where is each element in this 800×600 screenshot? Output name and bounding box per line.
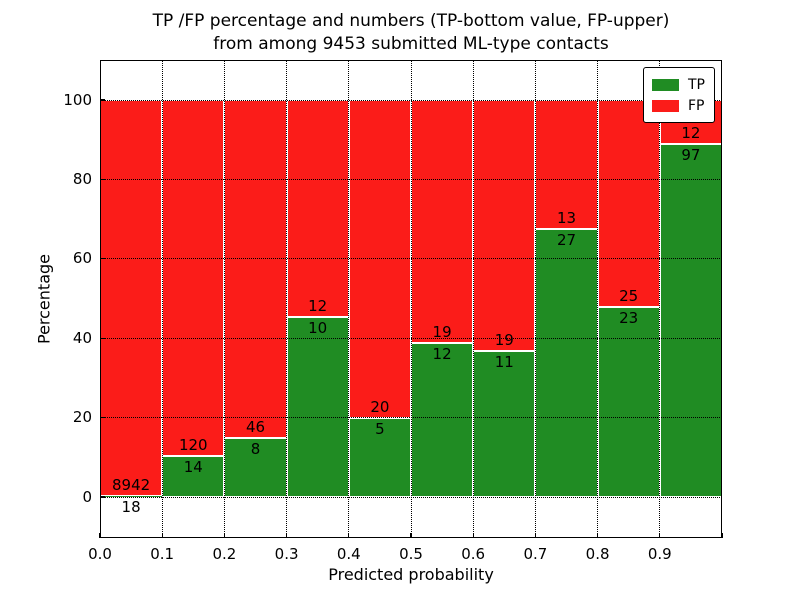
bar-segment-tp — [286, 316, 349, 497]
y-tick-label: 0 — [82, 487, 92, 506]
legend-label-fp: FP — [688, 97, 705, 114]
bar-segment-fp — [224, 100, 287, 439]
bar-segment-tp — [535, 229, 598, 497]
x-tick-label: 0.5 — [399, 545, 423, 563]
bar-segment-tp — [162, 455, 225, 497]
y-tick-label: 40 — [72, 328, 92, 347]
x-tick-mark — [659, 533, 661, 538]
gridline-vertical — [659, 60, 661, 538]
gridline-horizontal — [100, 417, 722, 419]
bar-segment-fp — [162, 100, 225, 456]
gridline-vertical — [223, 60, 225, 538]
x-tick-mark — [161, 533, 163, 538]
x-tick-label: 0.9 — [647, 545, 672, 563]
x-tick-label: 0.7 — [523, 545, 548, 563]
y-tick-mark — [100, 496, 105, 498]
bar-segment-tp — [224, 438, 287, 497]
gridline-horizontal — [100, 337, 722, 339]
x-tick-label: 0.1 — [150, 545, 175, 563]
x-tick-mark — [721, 533, 723, 538]
y-tick-mark — [100, 417, 105, 419]
bar-segment-tp — [473, 351, 536, 497]
x-tick-mark — [286, 533, 288, 538]
x-tick-label: 0.8 — [585, 545, 610, 563]
bar-segment-tp — [411, 343, 474, 497]
plot-area: TP FP 8942 18 120 14 46 8 12 10 20 5 19 12 19 11 13 27 2… — [100, 60, 722, 538]
y-tick-label: 80 — [72, 169, 92, 188]
gridline-horizontal — [100, 178, 722, 180]
legend: TP FP — [643, 67, 715, 123]
x-tick-mark — [99, 533, 101, 538]
bar-segment-fp — [473, 100, 536, 352]
bar-segment-fp — [597, 100, 660, 307]
x-tick-label: 0.4 — [336, 545, 361, 563]
y-tick-label: 100 — [63, 90, 92, 109]
gridline-horizontal — [100, 496, 722, 498]
chart-title-line2: from among 9453 submitted ML-type contac… — [213, 34, 609, 54]
y-tick-mark — [100, 178, 105, 180]
y-tick-mark — [100, 337, 105, 339]
y-tick-label: 20 — [72, 408, 92, 427]
bar-segment-tp — [348, 417, 411, 497]
x-tick-mark — [597, 533, 599, 538]
gridline-vertical — [410, 60, 412, 538]
bar-segment-tp — [597, 306, 660, 497]
gridline-vertical — [534, 60, 536, 538]
bar-segment-fp — [286, 100, 349, 317]
legend-entry-tp: TP — [652, 74, 705, 95]
gridline-horizontal — [100, 258, 722, 260]
x-tick-label: 0.3 — [274, 545, 299, 563]
y-tick-label: 60 — [72, 249, 92, 268]
bar-segment-fp — [535, 100, 598, 229]
x-tick-label: 0.2 — [212, 545, 237, 563]
y-tick-mark — [100, 99, 105, 101]
chart-title: TP /FP percentage and numbers (TP-bottom… — [100, 10, 722, 56]
x-tick-mark — [410, 533, 412, 538]
gridline-vertical — [161, 60, 163, 538]
gridline-horizontal — [100, 99, 722, 101]
x-tick-label: 0.6 — [461, 545, 486, 563]
gridline-vertical — [348, 60, 350, 538]
legend-label-tp: TP — [688, 76, 705, 93]
x-tick-mark — [348, 533, 350, 538]
y-tick-mark — [100, 258, 105, 260]
x-tick-label: 0.0 — [88, 545, 112, 563]
gridline-vertical — [597, 60, 599, 538]
gridline-vertical — [472, 60, 474, 538]
x-tick-mark — [534, 533, 537, 538]
fp-legend-swatch — [652, 99, 679, 112]
x-tick-mark — [223, 533, 226, 538]
tp-legend-swatch — [652, 78, 679, 91]
x-axis-label: Predicted probability — [328, 565, 494, 584]
bar-segment-tp — [659, 143, 722, 497]
chart-title-line1: TP /FP percentage and numbers (TP-bottom… — [152, 11, 670, 31]
bar-segment-fp — [100, 100, 163, 497]
x-tick-mark — [472, 533, 474, 538]
gridline-vertical — [286, 60, 288, 538]
bar-segment-fp — [411, 100, 474, 344]
legend-entry-fp: FP — [652, 95, 705, 116]
tp-count-label: 18 — [121, 498, 141, 517]
